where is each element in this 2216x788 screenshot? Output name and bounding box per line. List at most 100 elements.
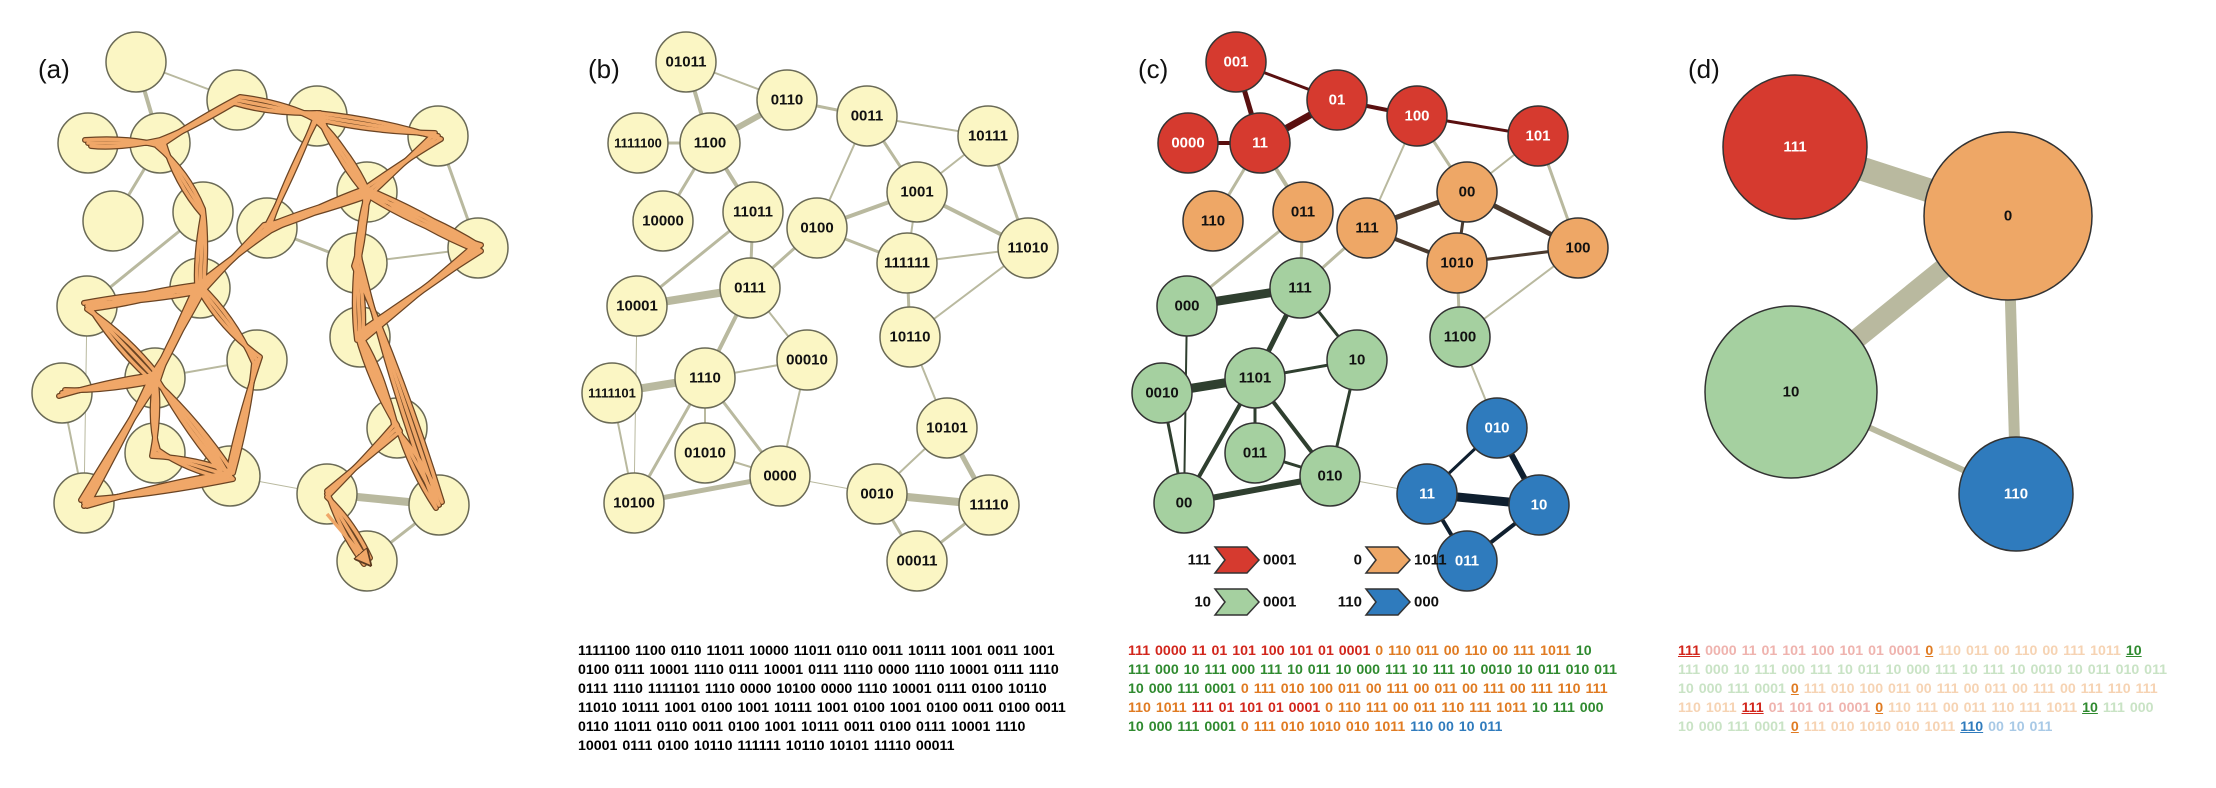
panel-c-node-label: 010 [1484,420,1509,437]
panel-c-node [1508,474,1570,536]
panel-b-node [916,397,978,459]
panel-d-label: (d) [1688,54,1720,84]
panel-b-node-label: 111111 [884,255,930,272]
panel-b-node-label: 11110 [969,497,1008,514]
sequence-segment: 0 [1925,643,1934,659]
panel-c-node-label: 10 [1531,497,1548,514]
panel-c-node-label: 011 [1243,445,1267,462]
panel-b-node [756,69,818,131]
trajectory-line [57,95,483,560]
panel-b-node [606,275,668,337]
panel-c-node-label: 1100 [1444,329,1477,346]
panel-b-node [749,445,811,507]
panel-c-node-label: 100 [1404,108,1429,125]
panel-b-node-label: 1111101 [588,386,636,401]
panel-b-node-label: 00010 [786,352,828,369]
panel-c-node [1436,530,1498,592]
panel-a-node [105,31,167,93]
panel-c-node [1205,31,1267,93]
sequence-segment: 0 111 010 100 011 00 111 00 011 00 111 0… [1128,681,1608,716]
panel-a-node [82,190,144,252]
panel-c-node-label: 001 [1223,54,1248,71]
legend-left-label: 110 [1338,594,1362,611]
panel-c-node [1269,257,1331,319]
panel-c-sequence: 111 0000 11 01 101 100 101 01 0001 0 110… [1128,642,1618,737]
sequence-segment: 110 00 10 011 [1410,719,1503,735]
panel-c-node [1272,181,1334,243]
legend-right-label: 1011 [1414,552,1447,569]
sequence-segment: 111 [1678,643,1701,659]
panel-c-node [1336,197,1398,259]
panel-c-node-label: 11 [1252,135,1268,152]
panel-c-node-label: 0010 [1145,385,1178,402]
panel-c-node-label: 010 [1317,468,1342,485]
panel-c-node [1396,463,1458,525]
panel-c-node [1326,329,1388,391]
sequence-segment: 111 [1741,700,1764,716]
panel-a-label: (a) [38,54,70,84]
sequence-segment: 111 000 10 000 111 0001 [1678,700,2154,735]
panel-b-node [719,257,781,319]
panel-d-node-label: 110 [2004,486,2028,503]
sequence-segment: 10 111 000 10 111 000 111 10 011 10 000 … [1128,643,1618,697]
legend-right-label: 000 [1414,594,1439,611]
panel-b-node-label: 1001 [900,184,933,201]
panel-c-node [1306,69,1368,131]
panel-b-node [655,31,717,93]
panel-c-node-label: 1101 [1239,370,1272,387]
sequence-segment: 0000 11 01 101 100 101 01 0001 [1705,643,1921,659]
panel-b-node-label: 11011 [733,204,773,221]
panel-c-label: (c) [1138,54,1168,84]
panel-b-node-label: 1110 [689,370,721,387]
panel-c-node [1386,85,1448,147]
panel-b-node-label: 0010 [860,486,893,503]
panel-b-node [674,422,736,484]
panel-c-node [1547,217,1609,279]
panel-d-node [1923,131,2093,301]
panel-b-node [607,112,669,174]
panel-b-sequence: 1111100 1100 0110 11011 10000 11011 0110… [578,643,1066,754]
panel-b-node-label: 1111100 [614,136,662,151]
panel-c-node-label: 100 [1565,240,1590,257]
legend-chevron-icon [1364,546,1412,574]
panel-c-node-label: 1010 [1440,255,1473,272]
panel-c-node [1224,422,1286,484]
panel-c-node-label: 01 [1329,92,1346,109]
sequence-segment: 0 [1875,700,1884,716]
legend-left-label: 111 [1188,552,1211,569]
panel-b-node-label: 10100 [613,495,655,512]
panel-b-node [632,190,694,252]
sequence-segment: 111 01 101 01 0001 [1191,700,1326,716]
sequence-segment: 10 111 000 10 000 111 0001 [1128,700,1604,735]
panel-d-node-label: 111 [1783,139,1806,156]
panel-c-node-label: 011 [1291,204,1315,221]
panel-d-graph: 111 0 10 110 [1704,74,2093,552]
panel-c-node-label: 00 [1459,184,1476,201]
panel-c-node-label: 11 [1419,486,1435,503]
legend-left-label: 0 [1354,552,1362,569]
legend-chevron-icon [1364,588,1412,616]
panel-d-node [1722,74,1868,220]
panel-b-node [997,217,1059,279]
panel-b-node-label: 0110 [771,92,804,109]
sequence-segment: 0 110 011 00 110 00 111 1011 [1375,643,1576,659]
panel-b-node [776,329,838,391]
panel-c-node-label: 011 [1455,553,1479,570]
panel-a-graph [31,31,509,592]
panel-c-node-label: 111 [1355,220,1378,237]
panel-b-node [886,161,948,223]
panel-c-node-label: 0000 [1171,135,1204,152]
panel-b-node-label: 10110 [890,329,931,346]
panel-c-node [1466,397,1528,459]
panel-b-node [603,472,665,534]
panel-b-node [886,530,948,592]
panel-b-node [679,112,741,174]
panel-b-node-label: 11010 [1008,240,1049,257]
panel-b-node-label: 01011 [666,54,707,71]
panel-c-node [1182,190,1244,252]
sequence-segment: 0 [1790,719,1799,735]
panel-c-node-label: 10 [1349,352,1366,369]
legend-chevron-icon [1213,588,1261,616]
panel-c-node-label: 00 [1176,495,1193,512]
